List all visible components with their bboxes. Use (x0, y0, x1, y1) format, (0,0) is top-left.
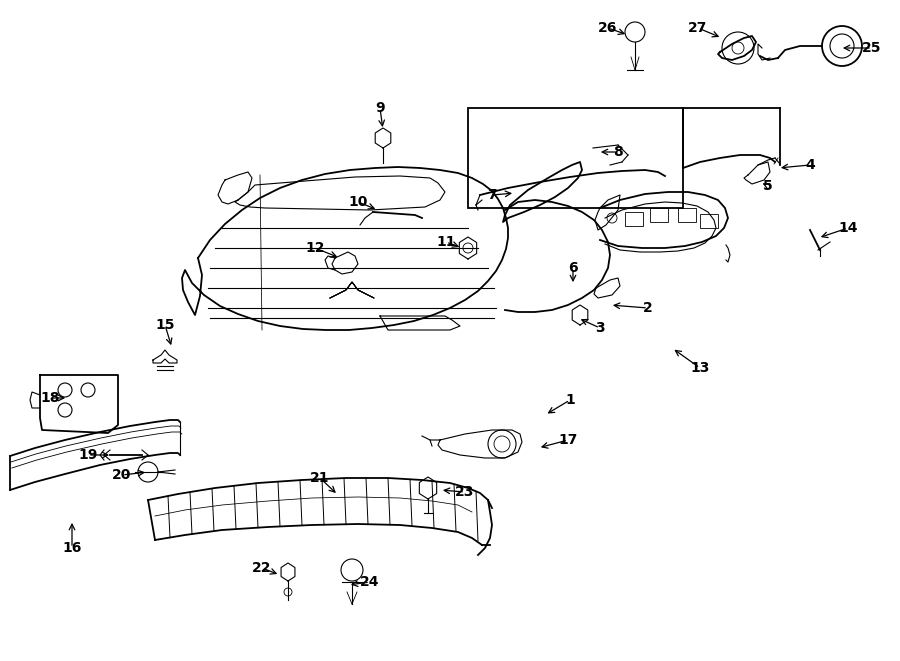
Bar (678, 208, 696, 222)
Text: 1: 1 (565, 393, 575, 407)
Text: 20: 20 (112, 468, 131, 482)
Text: 23: 23 (455, 485, 474, 499)
Text: 2: 2 (644, 301, 652, 315)
Bar (468, 108, 683, 208)
Text: 8: 8 (613, 145, 623, 159)
Text: 5: 5 (763, 179, 773, 193)
Text: 19: 19 (78, 448, 98, 462)
Text: 24: 24 (360, 575, 380, 589)
Text: 26: 26 (598, 21, 617, 35)
Text: 15: 15 (155, 318, 175, 332)
Bar (700, 214, 718, 228)
Bar (625, 212, 643, 226)
Bar (650, 208, 668, 222)
Text: 11: 11 (436, 235, 455, 249)
Text: 10: 10 (348, 195, 368, 209)
Text: 6: 6 (568, 261, 578, 275)
Text: 25: 25 (862, 41, 882, 55)
Text: 27: 27 (688, 21, 707, 35)
Text: 12: 12 (305, 241, 325, 255)
Text: 13: 13 (690, 361, 710, 375)
Text: 17: 17 (558, 433, 578, 447)
Text: 7: 7 (487, 188, 497, 202)
Text: 16: 16 (62, 541, 82, 555)
Text: 9: 9 (375, 101, 385, 115)
Text: 3: 3 (595, 321, 605, 335)
Text: 18: 18 (40, 391, 59, 405)
Text: 4: 4 (806, 158, 814, 172)
Text: 14: 14 (838, 221, 858, 235)
Text: 21: 21 (310, 471, 329, 485)
Text: 22: 22 (252, 561, 272, 575)
